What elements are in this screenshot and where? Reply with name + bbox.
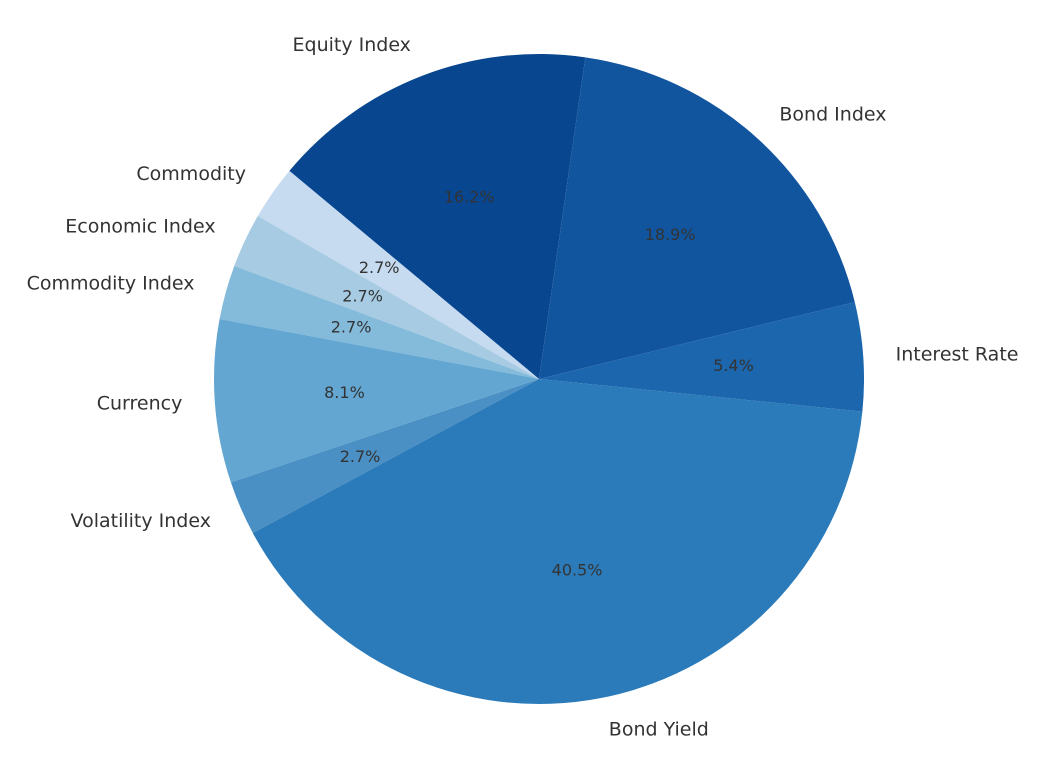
slice-label: Interest Rate [896,343,1019,365]
slice-percent-label: 5.4% [713,356,754,375]
pie-slice [213,319,539,483]
pie-slice [289,53,586,379]
pie-slice [539,302,864,412]
slice-percent-label: 2.7% [340,447,381,466]
slice-label: Bond Yield [609,719,709,741]
slice-percent-label: 2.7% [359,258,400,277]
slice-label: Equity Index [293,34,411,56]
slice-percent-label: 18.9% [645,225,696,244]
pie-slice [234,216,540,379]
slice-percent-label: 2.7% [331,317,372,336]
slice-percent-label: 40.5% [552,561,603,580]
slice-label: Economic Index [65,216,215,238]
pie-slice [230,379,540,534]
slice-percent-label: 2.7% [342,286,383,305]
slice-percent-label: 16.2% [444,187,495,206]
slice-label: Commodity Index [27,272,195,294]
pie-slice [257,170,539,379]
slice-label: Currency [97,393,183,415]
pie-slice [219,265,540,379]
slice-label: Commodity [136,163,246,185]
slice-percent-label: 8.1% [324,383,365,402]
slice-label: Bond Index [779,103,886,125]
slice-label: Volatility Index [71,510,211,532]
pie-slice [539,57,855,379]
pie-slice [252,379,863,705]
